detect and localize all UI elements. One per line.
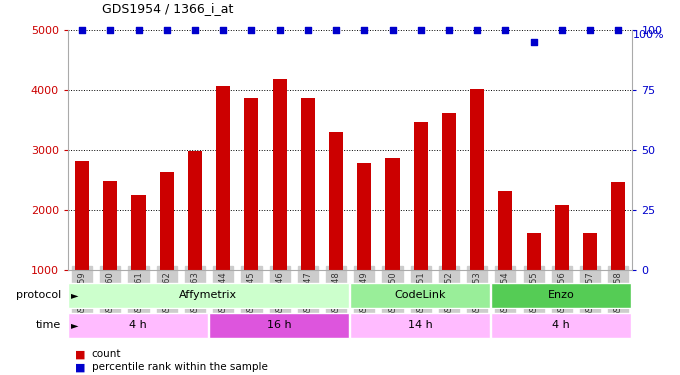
Point bbox=[500, 27, 511, 33]
Bar bbox=[526, 233, 541, 270]
Point bbox=[77, 27, 88, 33]
Bar bbox=[68, 313, 207, 338]
Text: time: time bbox=[36, 320, 61, 330]
Text: ►: ► bbox=[71, 290, 79, 300]
Text: ■: ■ bbox=[75, 363, 85, 372]
Text: ■: ■ bbox=[75, 350, 85, 359]
Text: count: count bbox=[92, 350, 121, 359]
Text: 4 h: 4 h bbox=[129, 320, 147, 330]
Point bbox=[274, 27, 285, 33]
Bar bbox=[103, 181, 118, 270]
Point bbox=[472, 27, 483, 33]
Bar bbox=[75, 161, 89, 270]
Point bbox=[613, 27, 624, 33]
Bar bbox=[386, 158, 400, 270]
Bar bbox=[244, 98, 258, 270]
Text: 4 h: 4 h bbox=[552, 320, 570, 330]
Text: 16 h: 16 h bbox=[267, 320, 291, 330]
Point bbox=[190, 27, 201, 33]
Bar bbox=[188, 151, 202, 270]
Text: 14 h: 14 h bbox=[408, 320, 432, 330]
Bar bbox=[350, 283, 490, 308]
Text: GDS1954 / 1366_i_at: GDS1954 / 1366_i_at bbox=[102, 2, 233, 15]
Bar bbox=[131, 195, 146, 270]
Bar bbox=[583, 233, 597, 270]
Bar bbox=[498, 191, 513, 270]
Point bbox=[330, 27, 341, 33]
Point bbox=[359, 27, 370, 33]
Point bbox=[387, 27, 398, 33]
Bar bbox=[160, 172, 174, 270]
Point bbox=[556, 27, 567, 33]
Text: ►: ► bbox=[71, 320, 79, 330]
Point bbox=[161, 27, 172, 33]
Text: 100%: 100% bbox=[632, 30, 664, 40]
Point bbox=[246, 27, 257, 33]
Point bbox=[415, 27, 426, 33]
Bar bbox=[273, 79, 287, 270]
Bar bbox=[216, 86, 231, 270]
Bar bbox=[357, 163, 371, 270]
Text: CodeLink: CodeLink bbox=[394, 290, 446, 300]
Text: percentile rank within the sample: percentile rank within the sample bbox=[92, 363, 268, 372]
Point bbox=[303, 27, 313, 33]
Bar bbox=[413, 122, 428, 270]
Bar bbox=[470, 89, 484, 270]
Bar bbox=[329, 132, 343, 270]
Point bbox=[105, 27, 116, 33]
Bar bbox=[555, 205, 569, 270]
Bar bbox=[611, 182, 626, 270]
Bar bbox=[301, 98, 315, 270]
Text: protocol: protocol bbox=[16, 290, 61, 300]
Text: Enzo: Enzo bbox=[548, 290, 575, 300]
Point bbox=[133, 27, 144, 33]
Bar bbox=[442, 113, 456, 270]
Point bbox=[218, 27, 228, 33]
Bar bbox=[350, 313, 490, 338]
Point bbox=[528, 39, 539, 45]
Bar bbox=[209, 313, 349, 338]
Point bbox=[443, 27, 454, 33]
Bar bbox=[491, 313, 631, 338]
Bar bbox=[491, 283, 631, 308]
Text: Affymetrix: Affymetrix bbox=[180, 290, 237, 300]
Bar bbox=[68, 283, 349, 308]
Point bbox=[585, 27, 596, 33]
